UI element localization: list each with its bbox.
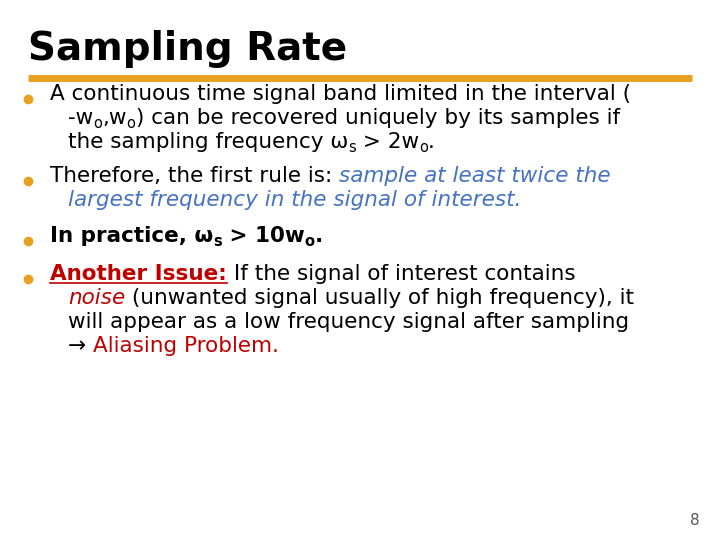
Text: noise: noise — [68, 288, 125, 308]
Text: In practice, ω: In practice, ω — [50, 226, 213, 246]
Text: s: s — [213, 233, 222, 248]
Text: o: o — [305, 233, 315, 248]
Text: (unwanted signal usually of high frequency), it: (unwanted signal usually of high frequen… — [125, 288, 634, 308]
Text: Aliasing Problem.: Aliasing Problem. — [93, 336, 279, 356]
Text: largest frequency in the signal of interest.: largest frequency in the signal of inter… — [68, 190, 521, 210]
Text: -w: -w — [68, 108, 94, 128]
Text: sample at least twice the: sample at least twice the — [339, 166, 611, 186]
Text: o: o — [127, 116, 135, 131]
Text: .: . — [428, 132, 435, 152]
Text: will appear as a low frequency signal after sampling: will appear as a low frequency signal af… — [68, 312, 629, 332]
Text: ,w: ,w — [102, 108, 127, 128]
Text: Another Issue:: Another Issue: — [50, 264, 227, 284]
Text: A continuous time signal band limited in the interval (: A continuous time signal band limited in… — [50, 84, 631, 104]
Text: Therefore, the first rule is:: Therefore, the first rule is: — [50, 166, 339, 186]
Text: > 2w: > 2w — [356, 132, 419, 152]
Text: .: . — [315, 226, 323, 246]
Text: Sampling Rate: Sampling Rate — [28, 30, 347, 68]
Text: ) can be recovered uniquely by its samples if: ) can be recovered uniquely by its sampl… — [135, 108, 620, 128]
Text: o: o — [419, 139, 428, 154]
Text: 8: 8 — [690, 513, 700, 528]
Text: →: → — [68, 336, 93, 356]
Text: > 10w: > 10w — [222, 226, 305, 246]
Text: If the signal of interest contains: If the signal of interest contains — [227, 264, 575, 284]
Text: s: s — [348, 139, 356, 154]
Text: the sampling frequency ω: the sampling frequency ω — [68, 132, 348, 152]
Text: o: o — [94, 116, 102, 131]
